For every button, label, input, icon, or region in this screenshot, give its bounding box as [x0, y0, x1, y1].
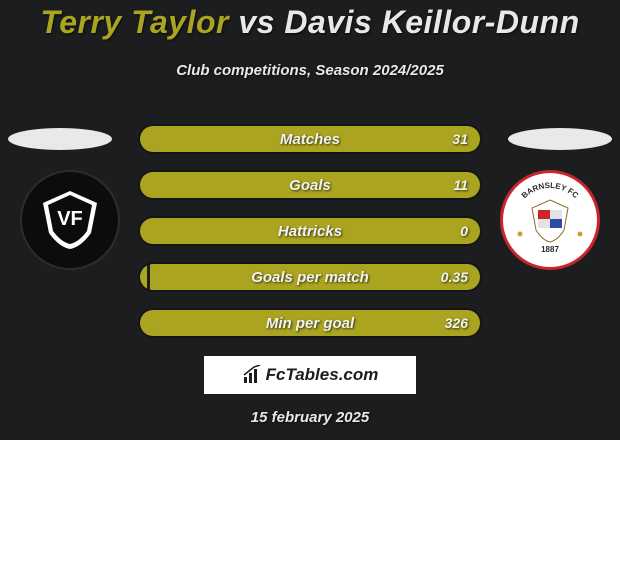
- background-bottom: [0, 440, 620, 580]
- page-title: Terry Taylor vs Davis Keillor-Dunn: [0, 4, 620, 41]
- player1-name: Terry Taylor: [40, 4, 229, 40]
- stat-bar: Min per goal326: [138, 308, 482, 338]
- club-right-year: 1887: [541, 245, 559, 254]
- stat-value-right: 11: [453, 172, 468, 198]
- stat-value-right: 326: [445, 310, 468, 336]
- svg-text:BARNSLEY FC: BARNSLEY FC: [520, 181, 581, 200]
- date-text: 15 february 2025: [0, 409, 620, 426]
- club-left-initials: VF: [57, 208, 83, 230]
- stat-bar: Goals11: [138, 170, 482, 200]
- stat-label: Goals per match: [140, 264, 480, 290]
- stat-value-right: 0: [460, 218, 468, 244]
- stat-bar: Goals per match0.35: [138, 262, 482, 292]
- stat-label: Min per goal: [140, 310, 480, 336]
- stat-value-right: 0.35: [441, 264, 468, 290]
- brand-text: FcTables.com: [266, 365, 379, 385]
- stat-bar: Matches31: [138, 124, 482, 154]
- player1-head-placeholder: [8, 128, 112, 150]
- player2-head-placeholder: [508, 128, 612, 150]
- stat-label: Goals: [140, 172, 480, 198]
- stat-bar: Hattricks0: [138, 216, 482, 246]
- stat-label: Hattricks: [140, 218, 480, 244]
- brand-box: FcTables.com: [204, 356, 416, 394]
- club-badge-right: BARNSLEY FC 1887: [500, 170, 600, 270]
- stat-value-right: 31: [452, 126, 468, 152]
- player2-name: Davis Keillor-Dunn: [284, 4, 579, 40]
- stat-label: Matches: [140, 126, 480, 152]
- club-badge-left: VF: [20, 170, 120, 270]
- stats-bars: Matches31 Goals11 Hattricks0 Goals per matc…: [138, 124, 482, 354]
- subtitle: Club competitions, Season 2024/2025: [0, 62, 620, 79]
- vs-text: vs: [238, 4, 275, 40]
- brand-chart-icon: [242, 365, 262, 385]
